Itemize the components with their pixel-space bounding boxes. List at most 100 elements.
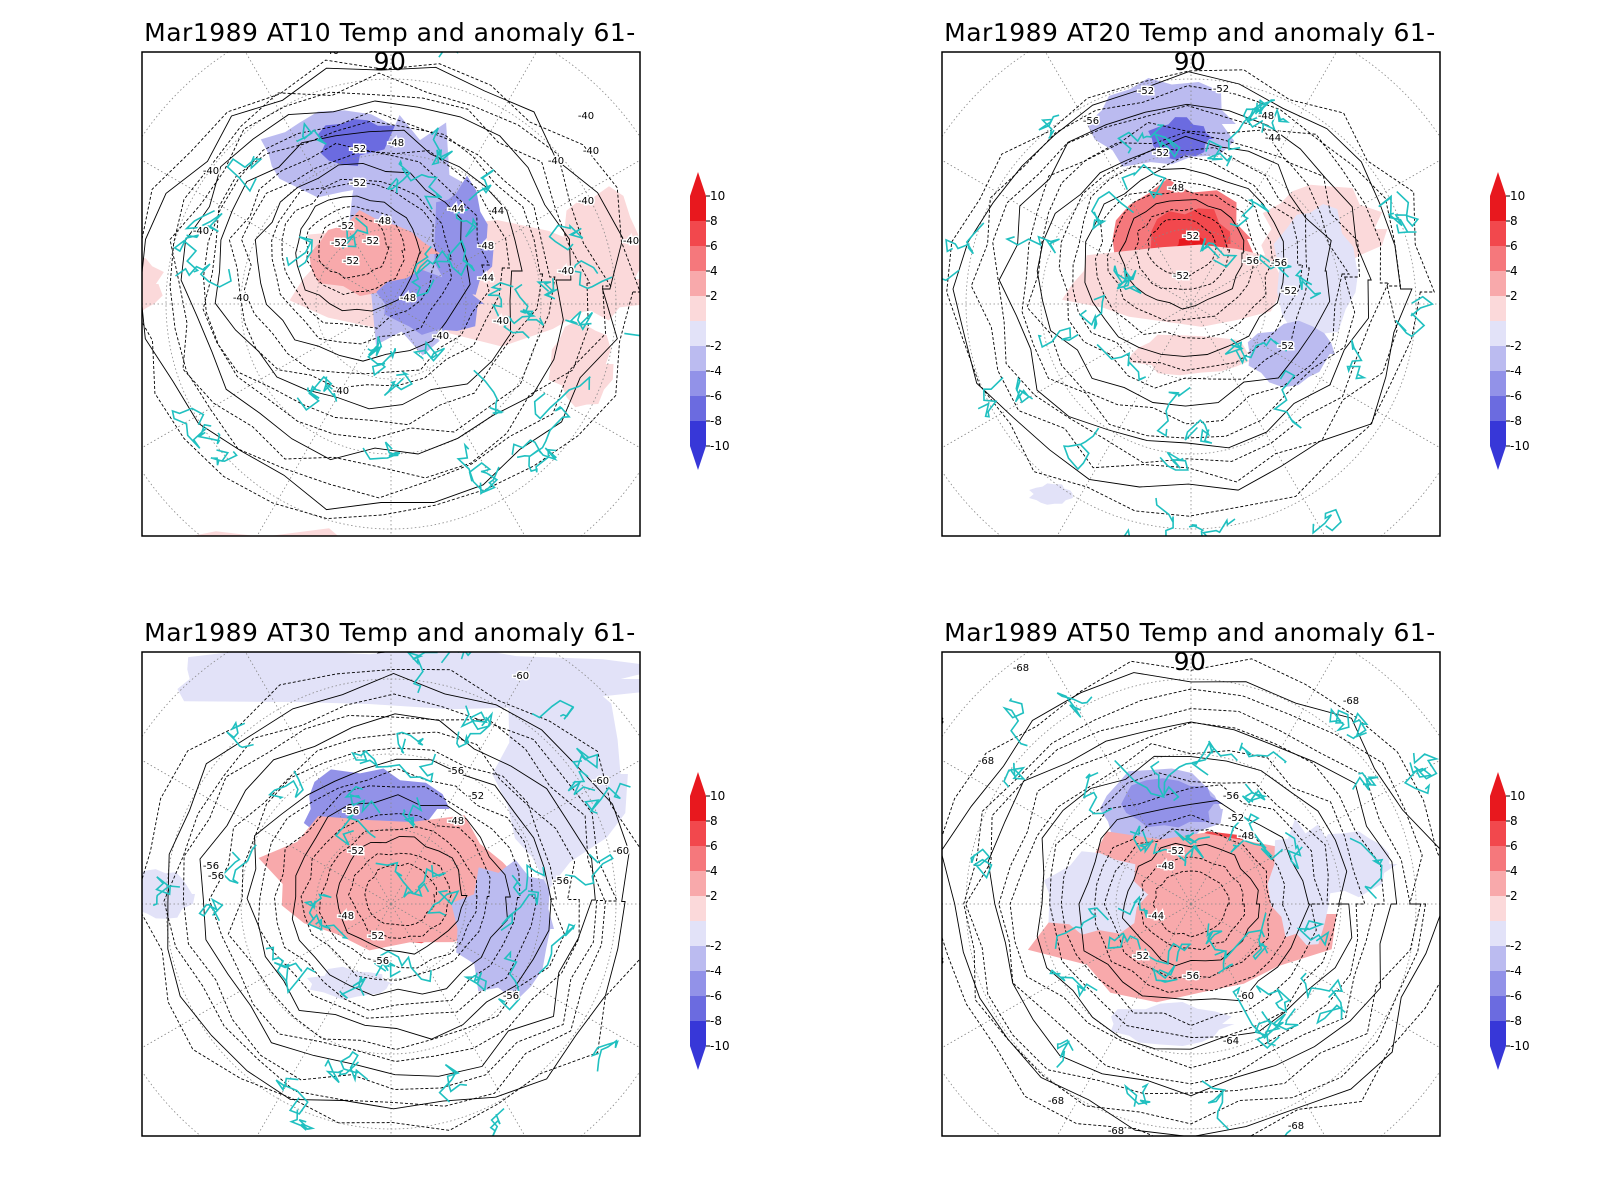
contour-label: -40 bbox=[333, 386, 349, 397]
coastline bbox=[1217, 929, 1266, 974]
colorbar-swatch bbox=[1490, 921, 1506, 946]
colorbar-label: 10 bbox=[1510, 789, 1525, 803]
coastline bbox=[1201, 518, 1236, 536]
colorbar-arrow-top bbox=[1490, 172, 1506, 196]
temperature-contour bbox=[246, 758, 552, 1040]
coastline bbox=[1123, 528, 1131, 536]
colorbar-label: -2 bbox=[710, 339, 722, 353]
coastline bbox=[1272, 369, 1302, 429]
contour-label: -60 bbox=[413, 1186, 429, 1197]
temperature-contour bbox=[348, 852, 452, 939]
contour-label: -56 bbox=[1183, 971, 1199, 982]
contour-label: -52 bbox=[1133, 31, 1149, 42]
coastline bbox=[538, 923, 576, 974]
colorbar-label: 2 bbox=[710, 289, 718, 303]
coastline bbox=[624, 332, 640, 337]
contour-label: -40 bbox=[433, 331, 449, 342]
coastline bbox=[456, 442, 500, 493]
temperature-contour bbox=[1107, 189, 1260, 322]
temperature-contour bbox=[180, 100, 572, 461]
anomaly-shade bbox=[309, 210, 442, 296]
coastline bbox=[463, 971, 487, 992]
temperature-contour bbox=[291, 794, 511, 997]
coastline bbox=[1349, 837, 1384, 900]
coastline bbox=[498, 950, 521, 1011]
temperature-contour bbox=[1138, 856, 1245, 951]
coastline bbox=[415, 249, 468, 277]
coastline bbox=[1163, 762, 1209, 802]
contour-label: -44 bbox=[1148, 911, 1164, 922]
colorbar-swatch bbox=[690, 421, 706, 446]
colorbar-label: 8 bbox=[710, 214, 718, 228]
coastline bbox=[548, 223, 584, 251]
coastline bbox=[1254, 1019, 1281, 1049]
temperature-contour bbox=[281, 181, 439, 329]
coastline bbox=[152, 876, 180, 907]
colorbar-arrow-bottom bbox=[690, 446, 706, 470]
colorbar-label: -8 bbox=[1510, 1014, 1522, 1028]
contour-label: -68 bbox=[928, 716, 944, 727]
coastline bbox=[565, 310, 594, 331]
temperature-contour bbox=[167, 673, 630, 1110]
temperature-contour bbox=[1134, 208, 1231, 290]
coastline bbox=[438, 1063, 467, 1103]
map-frame bbox=[141, 651, 641, 1137]
colorbar-swatch bbox=[690, 871, 706, 896]
coastline bbox=[1096, 343, 1147, 382]
contour-label: -40 bbox=[203, 166, 219, 177]
temperature-contour bbox=[142, 668, 640, 1131]
coastline bbox=[362, 441, 401, 460]
coastline bbox=[273, 961, 303, 984]
contour-label: -68 bbox=[1213, 1161, 1229, 1172]
temperature-contour bbox=[364, 862, 437, 927]
coastline bbox=[567, 770, 596, 796]
anomaly-shade bbox=[1127, 334, 1250, 376]
colorbar-swatch bbox=[1490, 221, 1506, 246]
temperature-contour bbox=[1095, 177, 1276, 339]
colorbar: 10 8 6 4 2 -2 -4 -6 -8 -10 bbox=[1490, 172, 1530, 470]
contour-label: -40 bbox=[558, 266, 574, 277]
contour-label: -56 bbox=[203, 861, 219, 872]
coastline bbox=[339, 1050, 369, 1083]
coastline bbox=[456, 711, 494, 749]
coastline bbox=[383, 370, 413, 397]
colorbar-swatch bbox=[1490, 871, 1506, 896]
coastline bbox=[268, 770, 304, 800]
temperature-contour bbox=[183, 715, 606, 1090]
coastline bbox=[1014, 377, 1034, 404]
contour-label: -48 bbox=[375, 216, 391, 227]
contour-label: -48 bbox=[400, 293, 416, 304]
colorbar-swatch bbox=[1490, 196, 1506, 221]
temperature-contour bbox=[952, 71, 1413, 491]
anomaly-shade bbox=[1062, 244, 1304, 327]
colorbar-label: 2 bbox=[1510, 289, 1518, 303]
temperature-contour bbox=[1021, 122, 1360, 439]
colorbar-label: 6 bbox=[710, 839, 718, 853]
map-frame bbox=[941, 651, 1441, 1137]
temperature-contour bbox=[1103, 828, 1274, 980]
coastline bbox=[571, 747, 599, 770]
coastline bbox=[1230, 839, 1284, 861]
coastline bbox=[1038, 114, 1060, 140]
contour-label: -52 bbox=[368, 931, 384, 942]
coastline bbox=[655, 265, 678, 302]
coastline bbox=[344, 785, 381, 814]
coastline bbox=[324, 1058, 360, 1084]
colorbar-label: -6 bbox=[1510, 989, 1522, 1003]
colorbar-label: 4 bbox=[1510, 864, 1518, 878]
contour-label: -52 bbox=[1213, 84, 1229, 95]
coastline bbox=[1141, 564, 1168, 582]
colorbar-label: -8 bbox=[1510, 414, 1522, 428]
temperature-contour bbox=[300, 813, 491, 981]
temperature-contour bbox=[963, 688, 1427, 1125]
coastline bbox=[1312, 508, 1342, 535]
coastline bbox=[401, 797, 423, 829]
panel-title: Mar1989 AT50 Temp and anomaly 61-90 bbox=[944, 618, 1436, 676]
contour-label: -44 bbox=[448, 204, 464, 215]
coastline bbox=[500, 890, 540, 932]
temperature-contour bbox=[942, 672, 1440, 1136]
coastline bbox=[198, 897, 224, 922]
colorbar-swatch bbox=[690, 821, 706, 846]
coastline bbox=[1153, 132, 1181, 158]
coastline bbox=[1082, 771, 1113, 815]
